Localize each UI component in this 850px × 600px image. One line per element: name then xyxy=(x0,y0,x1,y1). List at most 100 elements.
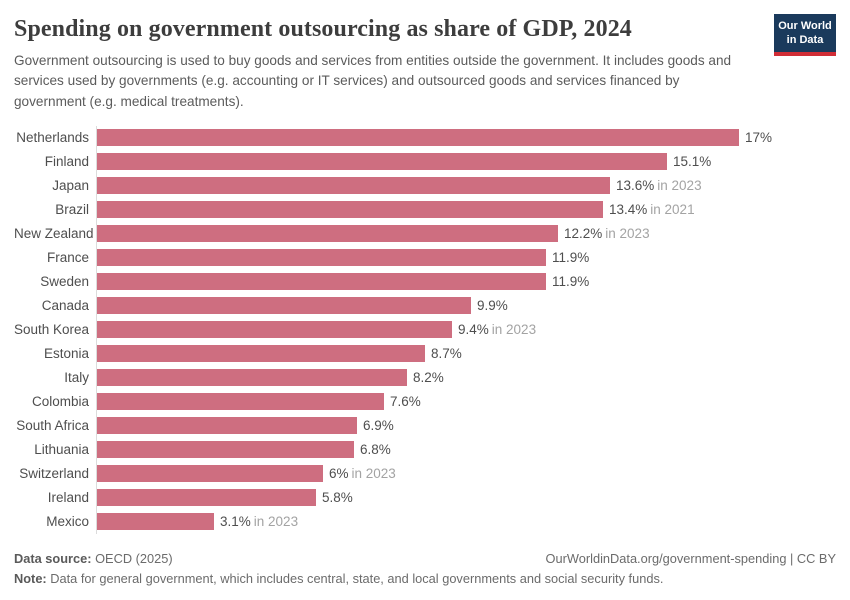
owid-url-link[interactable]: OurWorldinData.org/government-spending |… xyxy=(545,550,836,566)
bar-track: 6.9% xyxy=(96,413,836,438)
bar-track: 11.9% xyxy=(96,269,836,294)
bar-canada[interactable] xyxy=(97,297,471,315)
bar-track: 8.2% xyxy=(96,365,836,390)
country-label: Canada xyxy=(41,298,89,314)
note-value: Data for general government, which inclu… xyxy=(46,570,664,586)
bar-track: 5.8% xyxy=(96,485,836,510)
value-label: 11.9% xyxy=(552,274,590,290)
bar-chart: Netherlands 17% Finland 15.1% Japan 13.6% in 2… xyxy=(14,125,836,534)
bar-row: Ireland 5.8% xyxy=(14,485,836,510)
country-label: Colombia xyxy=(31,394,89,410)
bar-row: Japan 13.6% in 2023 xyxy=(14,173,836,198)
bar-row: Canada 9.9% xyxy=(14,293,836,318)
country-label: South Korea xyxy=(14,322,90,338)
owid-logo[interactable]: Our World in Data xyxy=(774,14,836,56)
country-label: France xyxy=(46,250,89,266)
bar-row: Colombia 7.6% xyxy=(14,389,836,414)
country-label: Estonia xyxy=(43,346,89,362)
bar-mexico[interactable] xyxy=(97,513,214,531)
value-label: 17% xyxy=(745,130,773,146)
country-label: New Zealand xyxy=(14,226,94,242)
footer-row-source: Data source: OECD (2025) OurWorldinData.… xyxy=(14,551,836,566)
chart-subtitle: Government outsourcing is used to buy go… xyxy=(14,52,732,109)
value-label: 6% xyxy=(329,466,349,482)
header-text: Spending on government outsourcing as sh… xyxy=(14,15,762,112)
bar-track: 3.1% in 2023 xyxy=(96,509,836,534)
value-label: 11.9% xyxy=(552,250,590,266)
country-label: Netherlands xyxy=(16,130,89,146)
bar-track: 12.2% in 2023 xyxy=(96,221,836,246)
value-label: 6.8% xyxy=(360,442,391,458)
country-label: Italy xyxy=(64,370,89,386)
data-source-value: OECD (2025) xyxy=(91,550,173,566)
value-label: 3.1% xyxy=(220,514,251,530)
chart-footer: Data source: OECD (2025) OurWorldinData.… xyxy=(14,551,836,586)
bar-row: South Africa 6.9% xyxy=(14,413,836,438)
value-label: 8.2% xyxy=(413,370,444,386)
bar-south-africa[interactable] xyxy=(97,417,357,435)
bar-track: 6% in 2023 xyxy=(96,461,836,486)
bar-row: Switzerland 6% in 2023 xyxy=(14,461,836,486)
bar-row: France 11.9% xyxy=(14,245,836,270)
country-label: Sweden xyxy=(40,274,89,290)
bar-ireland[interactable] xyxy=(97,489,316,507)
bar-france[interactable] xyxy=(97,249,546,267)
bar-track: 7.6% xyxy=(96,389,836,414)
country-label: Ireland xyxy=(47,490,89,506)
bar-estonia[interactable] xyxy=(97,345,425,363)
bar-sweden[interactable] xyxy=(97,273,546,291)
year-note: in 2023 xyxy=(605,226,650,242)
value-label: 8.7% xyxy=(431,346,462,362)
note-label: Note: xyxy=(14,570,47,586)
value-label: 5.8% xyxy=(322,490,353,506)
country-label: South Africa xyxy=(16,418,89,434)
value-label: 6.9% xyxy=(363,418,394,434)
data-source-label: Data source: xyxy=(14,550,92,566)
bar-row: Mexico 3.1% in 2023 xyxy=(14,509,836,534)
data-source-text: Data source: OECD (2025) xyxy=(14,551,173,566)
bar-row: Finland 15.1% xyxy=(14,149,836,174)
year-note: in 2023 xyxy=(351,466,396,482)
country-label: Brazil xyxy=(55,202,89,218)
year-note: in 2021 xyxy=(650,202,695,218)
bar-track: 17% xyxy=(96,125,836,150)
country-label: Mexico xyxy=(46,514,89,530)
year-note: in 2023 xyxy=(491,322,537,338)
bar-italy[interactable] xyxy=(97,369,407,387)
year-note: in 2023 xyxy=(253,514,299,530)
value-label: 9.9% xyxy=(477,298,508,314)
country-label: Finland xyxy=(44,154,89,170)
bar-track: 15.1% xyxy=(96,149,836,174)
bar-lithuania[interactable] xyxy=(97,441,354,459)
bar-row: Lithuania 6.8% xyxy=(14,437,836,462)
bar-row: Netherlands 17% xyxy=(14,125,836,150)
value-label: 13.6% xyxy=(616,178,655,194)
country-label: Lithuania xyxy=(34,442,89,458)
bar-track: 6.8% xyxy=(96,437,836,462)
footer-row-note: Note: Data for general government, which… xyxy=(14,571,836,586)
value-label: 15.1% xyxy=(673,154,712,170)
owid-logo-box: Our World in Data xyxy=(774,14,836,56)
bar-switzerland[interactable] xyxy=(97,465,323,483)
bar-netherlands[interactable] xyxy=(97,129,739,147)
bar-new-zealand[interactable] xyxy=(97,225,558,243)
bar-row: Brazil 13.4% in 2021 xyxy=(14,197,836,222)
chart-header: Spending on government outsourcing as sh… xyxy=(14,14,836,112)
bar-row: New Zealand 12.2% in 2023 xyxy=(14,221,836,246)
bar-track: 13.4% in 2021 xyxy=(96,197,836,222)
chart-title: Spending on government outsourcing as sh… xyxy=(14,16,632,42)
bar-row: Sweden 11.9% xyxy=(14,269,836,294)
bar-track: 9.9% xyxy=(96,293,836,318)
value-label: 13.4% xyxy=(609,202,648,218)
bar-row: Italy 8.2% xyxy=(14,365,836,390)
bar-track: 13.6% in 2023 xyxy=(96,173,836,198)
bar-brazil[interactable] xyxy=(97,201,603,219)
bar-japan[interactable] xyxy=(97,177,610,195)
owid-logo-line2: in Data xyxy=(786,34,824,47)
bar-finland[interactable] xyxy=(97,153,667,171)
bar-row: Estonia 8.7% xyxy=(14,341,836,366)
bar-colombia[interactable] xyxy=(97,393,384,411)
value-label: 12.2% xyxy=(564,226,603,242)
bar-south-korea[interactable] xyxy=(97,321,452,339)
